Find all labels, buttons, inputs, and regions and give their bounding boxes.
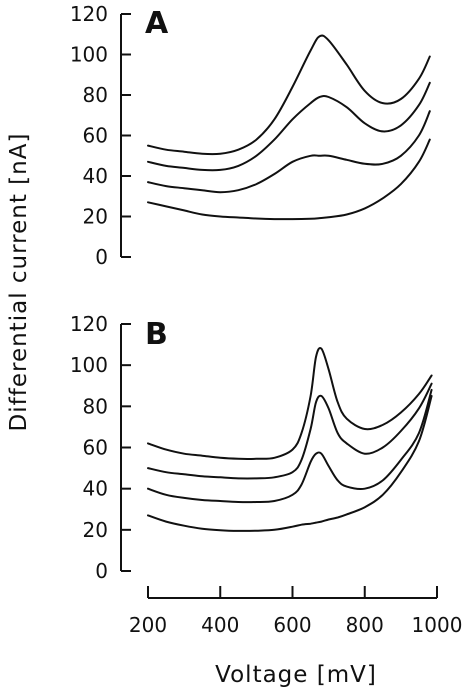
series-line-3 bbox=[147, 388, 433, 504]
series-line-2 bbox=[147, 81, 431, 172]
panels: 0 20 40 60 80 100 120 A 0 20 40 60 80 100 120 B 200 400 60… bbox=[70, 2, 463, 637]
x-tick-label: 1000 bbox=[412, 613, 463, 637]
series-line-1 bbox=[147, 347, 433, 460]
x-tick-label: 600 bbox=[273, 613, 311, 637]
series-line-2 bbox=[147, 382, 433, 480]
x-tick-label: 400 bbox=[201, 613, 239, 637]
panel-label: B bbox=[145, 317, 168, 352]
y-axis-title: Differential current [nA] bbox=[6, 133, 32, 432]
panel-a: 0 20 40 60 80 100 120 A bbox=[70, 2, 431, 269]
panel-b: 0 20 40 60 80 100 120 B 200 400 600 800 1000 bbox=[70, 312, 463, 637]
x-axis-title: Voltage [mV] bbox=[215, 662, 377, 688]
y-tick-label: 120 bbox=[70, 2, 108, 26]
y-tick-label: 0 bbox=[95, 559, 108, 583]
y-tick-label: 80 bbox=[83, 394, 108, 418]
x-tick-label: 200 bbox=[129, 613, 167, 637]
y-tick-label: 60 bbox=[83, 124, 108, 148]
panel-label: A bbox=[145, 6, 169, 41]
x-tick-label: 800 bbox=[346, 613, 384, 637]
series-line-4 bbox=[147, 138, 431, 221]
y-tick-label: 20 bbox=[83, 205, 108, 229]
y-tick-label: 20 bbox=[83, 518, 108, 542]
y-tick-label: 40 bbox=[83, 164, 108, 188]
y-tick-label: 40 bbox=[83, 477, 108, 501]
y-tick-label: 100 bbox=[70, 353, 108, 377]
y-tick-label: 80 bbox=[83, 83, 108, 107]
series-line-1 bbox=[147, 34, 431, 156]
series-line-4 bbox=[147, 395, 433, 532]
y-tick-label: 0 bbox=[95, 245, 108, 269]
y-tick-label: 100 bbox=[70, 43, 108, 67]
y-tick-label: 120 bbox=[70, 312, 108, 336]
series-line-3 bbox=[147, 110, 431, 194]
y-tick-label: 60 bbox=[83, 436, 108, 460]
